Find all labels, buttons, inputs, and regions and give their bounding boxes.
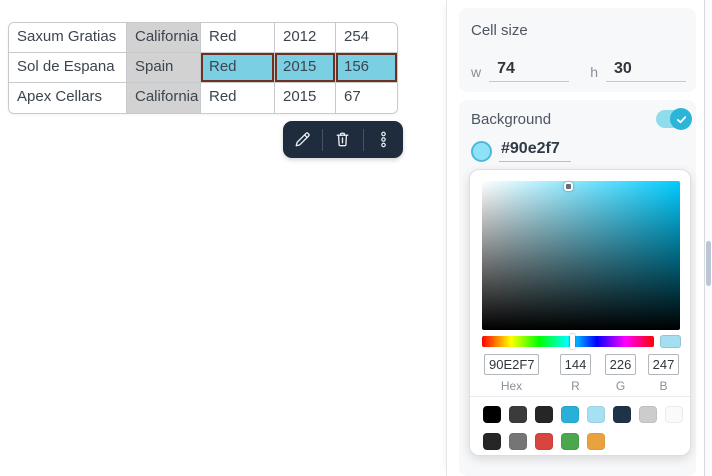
saturation-area[interactable] bbox=[482, 181, 680, 330]
height-group: h bbox=[590, 60, 686, 82]
data-table: Saxum Gratias California Red 2012 254 So… bbox=[8, 22, 398, 114]
scrollbar-thumb[interactable] bbox=[706, 241, 711, 286]
table-cell-selected[interactable]: Red bbox=[201, 53, 275, 83]
cell-size-title: Cell size bbox=[471, 22, 528, 39]
table-cell-selected[interactable]: 156 bbox=[336, 53, 397, 83]
table-cell[interactable]: Apex Cellars bbox=[9, 83, 127, 113]
red-input-label: R bbox=[571, 379, 580, 393]
preset-swatch[interactable] bbox=[587, 433, 605, 450]
width-group: w bbox=[471, 60, 570, 82]
toggle-knob bbox=[670, 108, 692, 130]
hex-color-field bbox=[499, 140, 571, 162]
red-input[interactable] bbox=[560, 354, 591, 375]
table-row: Apex Cellars California Red 2015 67 bbox=[9, 83, 397, 113]
table-cell[interactable]: 2015 bbox=[275, 83, 336, 113]
preset-swatch[interactable] bbox=[509, 406, 527, 423]
preset-swatch[interactable] bbox=[639, 406, 657, 423]
preset-swatch[interactable] bbox=[665, 406, 683, 423]
background-title: Background bbox=[471, 111, 552, 128]
preset-swatch[interactable] bbox=[483, 433, 501, 450]
saturation-marker[interactable] bbox=[564, 182, 573, 191]
preset-swatch[interactable] bbox=[587, 406, 605, 423]
picker-hex-input[interactable] bbox=[484, 354, 539, 375]
preset-swatch[interactable] bbox=[483, 406, 501, 423]
blue-input[interactable] bbox=[648, 354, 679, 375]
color-preview-chip bbox=[660, 335, 681, 348]
height-label: h bbox=[590, 64, 598, 80]
table-cell[interactable]: Saxum Gratias bbox=[9, 23, 127, 53]
table-cell[interactable]: California bbox=[127, 23, 201, 53]
width-label: w bbox=[471, 64, 482, 80]
hex-input-group: Hex bbox=[484, 354, 539, 393]
toolbar-divider bbox=[322, 128, 324, 151]
hue-slider[interactable] bbox=[482, 336, 654, 347]
edit-button[interactable] bbox=[290, 127, 316, 153]
pencil-icon bbox=[293, 130, 312, 149]
table-row: Sol de Espana Spain Red 2015 156 bbox=[9, 53, 397, 83]
height-input[interactable] bbox=[606, 60, 686, 81]
selection-toolbar bbox=[283, 121, 403, 158]
preset-swatch[interactable] bbox=[535, 433, 553, 450]
table-cell[interactable]: California bbox=[127, 83, 201, 113]
properties-panel: Cell size w h Background bbox=[446, 0, 704, 476]
red-input-group: R bbox=[560, 354, 591, 393]
green-input-group: G bbox=[605, 354, 636, 393]
table-cell[interactable]: Red bbox=[201, 23, 275, 53]
height-field bbox=[606, 60, 686, 82]
green-input[interactable] bbox=[605, 354, 636, 375]
color-swatch-button[interactable] bbox=[471, 140, 492, 162]
preset-swatch[interactable] bbox=[561, 406, 579, 423]
right-edge-panel-sliver bbox=[704, 0, 712, 476]
table-cell[interactable]: 67 bbox=[336, 83, 397, 113]
preset-swatches-row-2 bbox=[483, 433, 605, 450]
preset-swatch[interactable] bbox=[561, 433, 579, 450]
popup-divider bbox=[470, 396, 690, 397]
color-picker-popup: Hex R G B bbox=[469, 169, 691, 456]
preset-swatch[interactable] bbox=[509, 433, 527, 450]
delete-button[interactable] bbox=[330, 127, 356, 153]
cell-size-card: Cell size w h bbox=[459, 8, 696, 92]
table-cell[interactable]: Spain bbox=[127, 53, 201, 83]
table-cell-selected[interactable]: 2015 bbox=[275, 53, 336, 83]
more-options-button[interactable] bbox=[370, 127, 396, 153]
blue-input-group: B bbox=[648, 354, 679, 393]
trash-icon bbox=[333, 130, 352, 149]
width-input[interactable] bbox=[489, 60, 570, 81]
hex-input-label: Hex bbox=[500, 379, 523, 393]
table-cell[interactable]: Sol de Espana bbox=[9, 53, 127, 83]
toolbar-divider bbox=[362, 128, 364, 151]
table-cell[interactable]: 254 bbox=[336, 23, 397, 53]
background-color-row bbox=[471, 140, 571, 162]
kebab-menu-icon bbox=[374, 130, 393, 149]
blue-input-label: B bbox=[659, 379, 668, 393]
table-cell[interactable]: 2012 bbox=[275, 23, 336, 53]
preset-swatch[interactable] bbox=[613, 406, 631, 423]
check-icon bbox=[676, 114, 687, 125]
width-field bbox=[489, 60, 570, 82]
green-input-label: G bbox=[615, 379, 626, 393]
preset-swatches-row-1 bbox=[483, 406, 683, 423]
cell-size-inputs: w h bbox=[471, 60, 686, 82]
hex-color-input[interactable] bbox=[499, 140, 571, 161]
hue-slider-handle[interactable] bbox=[570, 334, 575, 349]
table-row: Saxum Gratias California Red 2012 254 bbox=[9, 23, 397, 53]
preset-swatch[interactable] bbox=[535, 406, 553, 423]
table-cell[interactable]: Red bbox=[201, 83, 275, 113]
background-toggle[interactable] bbox=[656, 108, 692, 130]
